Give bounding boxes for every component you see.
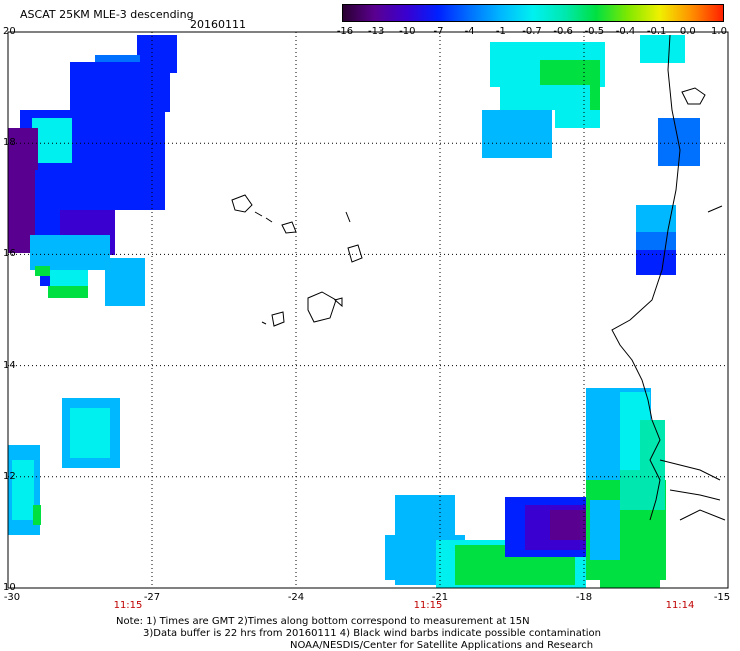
swath-cell (590, 500, 620, 560)
coast-fragment (707, 205, 723, 213)
longitude-label: -27 (143, 592, 161, 603)
cape-verde-island-outline (254, 211, 273, 223)
note-line-3: NOAA/NESDIS/Center for Satellite Applica… (290, 640, 594, 651)
swath-cell (600, 560, 660, 588)
swath-cell (30, 235, 110, 270)
colorbar (342, 4, 724, 22)
swath-cell (555, 110, 600, 128)
swath-cell (640, 35, 685, 63)
longitude-label: -15 (713, 592, 731, 603)
swath-cell (636, 250, 676, 275)
longitude-label: -18 (575, 592, 593, 603)
note-line-1: Note: 1) Times are GMT 2)Times along bot… (116, 616, 530, 627)
swath-cell (500, 85, 590, 110)
longitude-label: -30 (3, 592, 21, 603)
swath-cell (8, 128, 38, 253)
african-coastline (611, 34, 681, 521)
cape-verde-island-outline (307, 291, 337, 323)
product-title: ASCAT 25KM MLE-3 descending (20, 8, 194, 21)
river-outlines (659, 459, 726, 521)
cape-verde-island-outline (345, 211, 351, 223)
longitude-label: -24 (287, 592, 305, 603)
latitude-label: 12 (3, 470, 16, 482)
latitude-label: 10 (3, 582, 16, 593)
swath-cell (48, 270, 88, 288)
swath-cell (70, 408, 110, 458)
latitude-label: 14 (3, 359, 16, 371)
swath-cell (482, 110, 552, 158)
swath-cell (70, 62, 170, 112)
swath-cell (48, 286, 88, 298)
swath-cell (35, 266, 50, 276)
cape-verde-island-outline (261, 321, 267, 325)
map-frame (7, 31, 729, 589)
pass-time-label: 11:14 (665, 600, 695, 611)
latitude-label: 16 (3, 248, 16, 260)
swath-cell (33, 505, 41, 525)
cape-verde-island-outline (281, 221, 297, 234)
note-line-2: 3)Data buffer is 22 hrs from 20160111 4)… (143, 628, 601, 639)
longitude-label: -21 (431, 592, 449, 603)
cape-verde-island-outline (231, 194, 253, 213)
cape-verde-island-outline (271, 311, 285, 327)
product-date: 20160111 (190, 18, 246, 31)
pass-time-label: 11:15 (113, 600, 143, 611)
pass-time-label: 11:15 (413, 600, 443, 611)
cape-verde-island-outline (347, 244, 363, 263)
graticule (8, 32, 728, 588)
latitude-label: 20 (3, 26, 16, 37)
swath-cell (105, 258, 145, 306)
latitude-label: 18 (3, 137, 16, 149)
swath-cell (40, 276, 50, 286)
swath-layer (8, 35, 700, 588)
swath-cell (636, 232, 676, 250)
coastline-layer (231, 34, 726, 521)
swath-cell (12, 460, 34, 520)
canary-island-outline (681, 87, 706, 105)
swath-cell (32, 118, 72, 163)
cape-verde-island-outline (333, 297, 343, 308)
